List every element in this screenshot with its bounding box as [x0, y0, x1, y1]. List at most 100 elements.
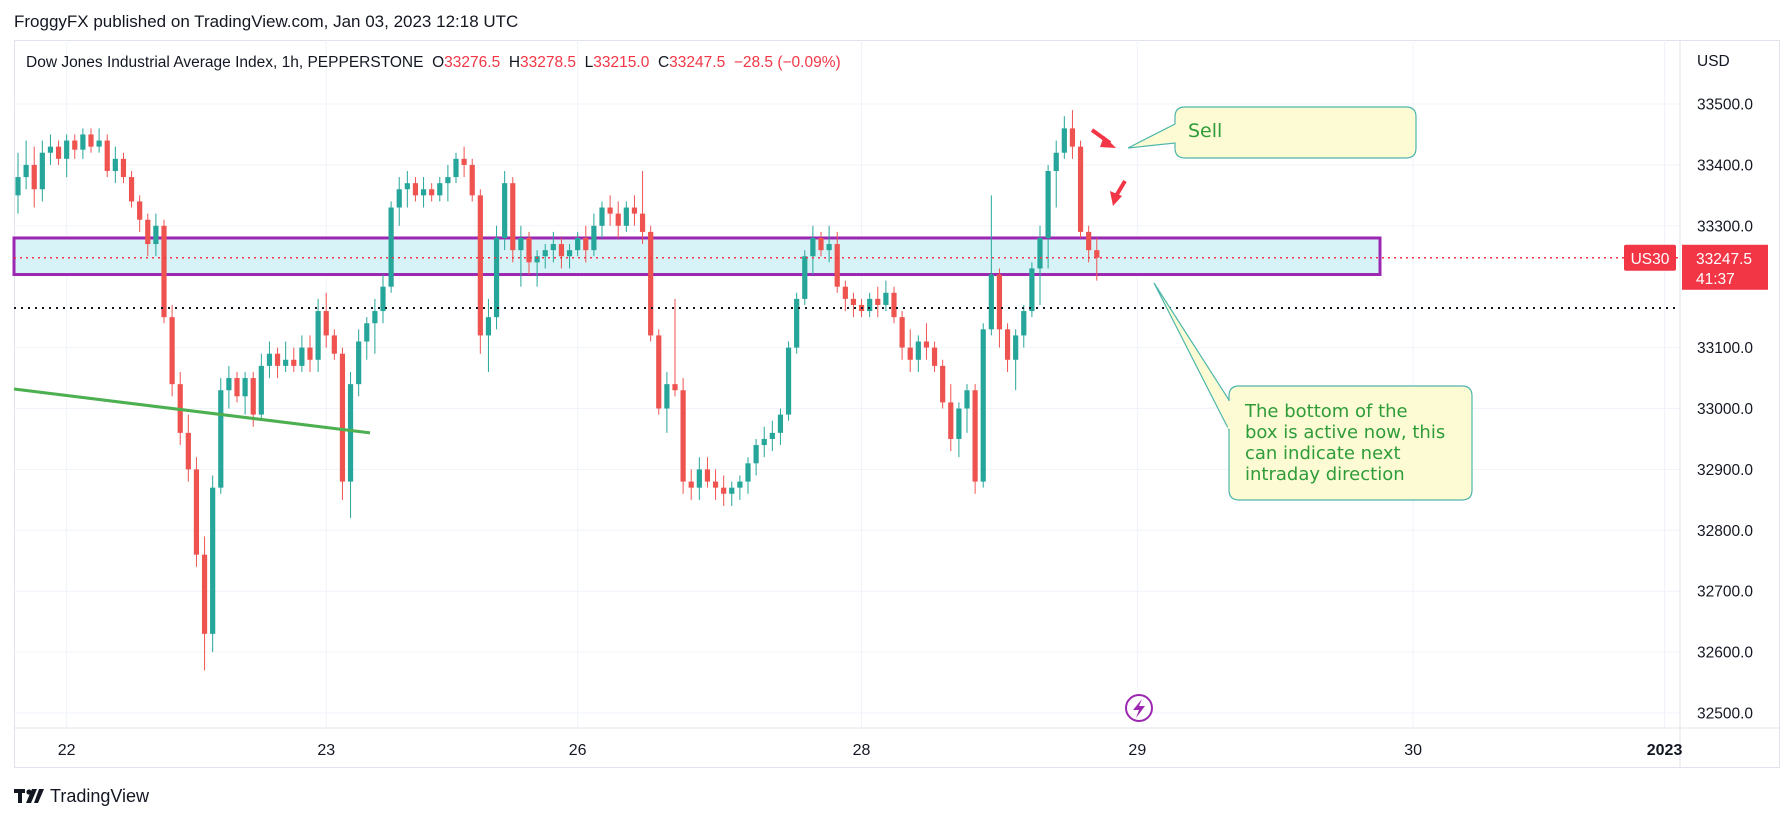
candle-body — [145, 219, 151, 245]
candle-body — [737, 481, 743, 488]
candle-body — [1037, 237, 1043, 269]
candle-body — [607, 207, 613, 214]
candle-body — [1094, 250, 1100, 258]
candle-body — [137, 201, 143, 220]
price-tick-label: 33100.0 — [1697, 340, 1753, 357]
candle-body — [907, 347, 913, 360]
candle-body — [112, 158, 118, 171]
candle-body — [591, 225, 597, 251]
lightning-icon — [1133, 699, 1145, 718]
candle-body — [850, 298, 857, 305]
sell-callout-bubble — [1127, 106, 1417, 159]
candle-body — [875, 298, 881, 305]
candle-body — [583, 237, 589, 251]
candle-body — [818, 237, 824, 251]
candle-body — [218, 390, 224, 488]
sell-callout-text: Sell — [1188, 120, 1222, 142]
candle-body — [104, 140, 110, 171]
candle-body — [55, 146, 62, 159]
candle-body — [323, 311, 329, 336]
candle-body — [534, 256, 540, 263]
candle-body — [461, 158, 467, 165]
candle-body — [1013, 335, 1019, 360]
current-price-tag — [1682, 244, 1768, 290]
candle-body — [210, 487, 216, 634]
candle-body — [201, 554, 208, 634]
candle-body — [404, 183, 410, 190]
box-callout-text-line: intraday direction — [1245, 464, 1405, 485]
candlestick-chart[interactable]: USD 33500.0 33400.0 33300.0 33100.0 33000.0 32… — [0, 0, 1791, 790]
candle-body — [64, 140, 70, 159]
candle-body — [291, 359, 297, 366]
candle-body — [226, 378, 232, 391]
candles — [15, 110, 1100, 671]
price-tick-label: 33500.0 — [1697, 97, 1753, 114]
candle-body — [712, 481, 719, 488]
candle-body — [315, 311, 321, 360]
candle-body — [923, 341, 930, 348]
footer-brand[interactable]: TradingView — [14, 784, 149, 808]
candle-body — [680, 390, 686, 482]
candle-body — [672, 384, 678, 391]
candle-body — [639, 213, 646, 232]
symbol-name: Dow Jones Industrial Average Index, 1h, … — [26, 54, 424, 71]
candle-body — [948, 402, 954, 439]
candle-body — [834, 244, 840, 287]
price-tick-label: 33000.0 — [1697, 401, 1753, 418]
candle-body — [956, 408, 962, 439]
candle-body — [299, 347, 305, 366]
candle-body — [931, 347, 938, 366]
candle-body — [493, 237, 500, 318]
time-tick-label: 23 — [317, 742, 335, 759]
close-label: C — [657, 54, 670, 71]
price-tick-label: 33400.0 — [1697, 157, 1753, 174]
candle-body — [648, 231, 654, 336]
candle-body — [1045, 170, 1051, 238]
candle-body — [940, 365, 946, 403]
candle-body — [283, 359, 289, 366]
candle-body — [429, 189, 435, 196]
candle-body — [526, 237, 532, 263]
candle-body — [356, 341, 362, 385]
candle-body — [502, 183, 508, 238]
candle-body — [437, 183, 443, 196]
publish-info: FroggyFX published on TradingView.com, J… — [14, 12, 519, 31]
candle-body — [996, 274, 1003, 330]
candle-body — [867, 298, 873, 312]
price-tick-label: 32600.0 — [1697, 645, 1753, 662]
candle-body — [185, 432, 191, 470]
candle-body — [274, 353, 281, 366]
candle-body — [339, 353, 346, 482]
candle-body — [80, 134, 86, 150]
price-tick-label: 33300.0 — [1697, 218, 1753, 235]
candle-body — [47, 146, 54, 153]
time-tick-label: 28 — [853, 742, 871, 759]
candle-body — [380, 286, 386, 312]
candle-body — [623, 207, 629, 226]
price-tick-label: 32900.0 — [1697, 462, 1753, 479]
candle-body — [372, 311, 378, 324]
candle-body — [96, 140, 102, 147]
candle-body — [745, 463, 751, 482]
candle-body — [599, 207, 605, 226]
candle-body — [704, 469, 711, 482]
trendline[interactable] — [13, 387, 371, 435]
candle-body — [542, 250, 548, 257]
candle-body — [23, 164, 29, 178]
candle-body — [518, 237, 524, 251]
candle-body — [453, 158, 459, 178]
high-label: H — [508, 54, 521, 71]
chart-frame[interactable] — [14, 40, 1780, 768]
candle-body — [721, 487, 727, 494]
candle-body — [485, 317, 492, 336]
price-tick-label: 32800.0 — [1697, 523, 1753, 540]
candle-body — [656, 335, 662, 409]
candle-body — [899, 317, 905, 348]
box-callout-pointer — [1153, 282, 1230, 431]
support-zone-box[interactable] — [12, 236, 1382, 277]
sell-callout[interactable]: Sell — [1127, 106, 1417, 159]
candle-body — [777, 414, 784, 433]
price-tick-label: 32500.0 — [1697, 706, 1753, 723]
